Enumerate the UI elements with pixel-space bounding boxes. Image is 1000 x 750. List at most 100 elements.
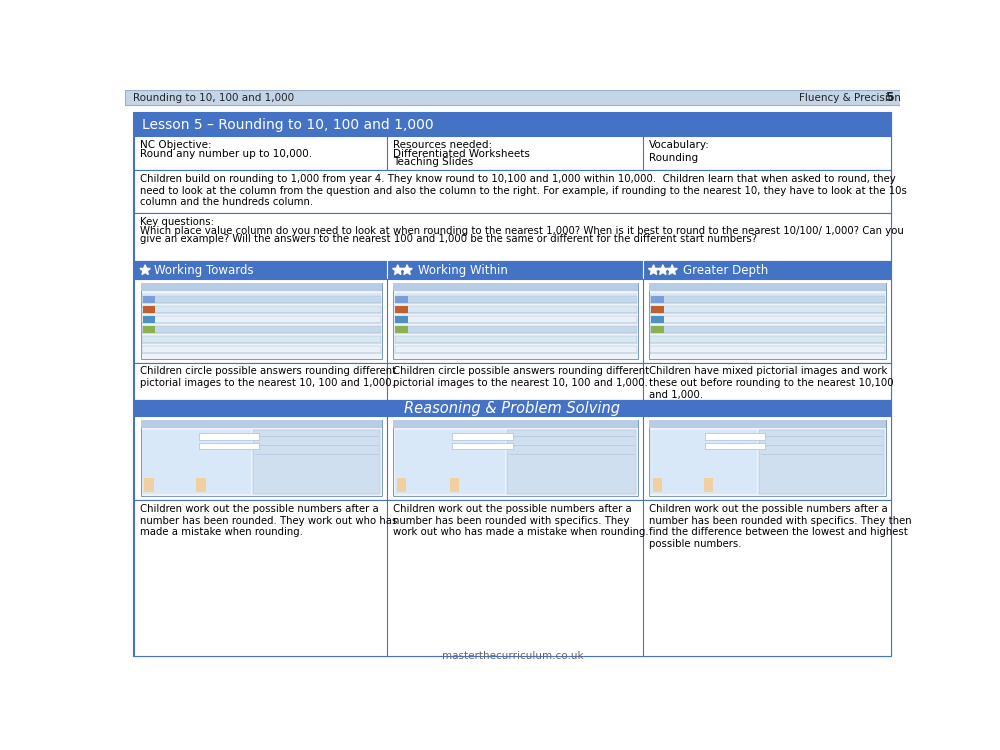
Text: Working Within: Working Within xyxy=(418,264,508,277)
Bar xyxy=(395,292,637,297)
Text: Round any number up to 10,000.: Round any number up to 10,000. xyxy=(140,148,313,158)
Bar xyxy=(142,326,381,333)
Text: Working Towards: Working Towards xyxy=(154,264,254,277)
Bar xyxy=(450,478,459,492)
Bar xyxy=(253,430,380,494)
Text: Vocabulary:: Vocabulary: xyxy=(649,140,710,150)
Bar xyxy=(142,430,251,494)
Text: Teaching Slides: Teaching Slides xyxy=(393,157,473,167)
Bar xyxy=(650,336,885,344)
Text: Which place value column do you need to look at when rounding to the nearest 1,0: Which place value column do you need to … xyxy=(140,226,904,236)
Text: Reasoning & Problem Solving: Reasoning & Problem Solving xyxy=(404,400,620,416)
Bar xyxy=(196,478,206,492)
Bar xyxy=(649,420,886,428)
Text: Greater Depth: Greater Depth xyxy=(683,264,768,277)
Bar xyxy=(395,306,408,313)
Bar xyxy=(142,305,381,314)
Bar xyxy=(142,296,381,303)
Bar xyxy=(650,326,885,333)
Bar xyxy=(507,430,636,494)
Text: Key questions:: Key questions: xyxy=(140,217,214,227)
Bar xyxy=(142,292,381,297)
Polygon shape xyxy=(658,265,668,274)
Polygon shape xyxy=(648,265,659,274)
Bar xyxy=(704,478,713,492)
Bar xyxy=(650,305,885,314)
Bar xyxy=(395,305,637,314)
Bar xyxy=(395,316,408,322)
Text: Children work out the possible numbers after a
number has been rounded with spec: Children work out the possible numbers a… xyxy=(393,504,649,538)
Bar xyxy=(134,170,891,213)
Bar xyxy=(649,420,886,496)
Bar xyxy=(395,326,408,332)
Bar xyxy=(395,326,637,333)
Bar xyxy=(651,306,664,313)
Bar xyxy=(144,478,154,492)
Text: Children work out the possible numbers after a
number has been rounded with spec: Children work out the possible numbers a… xyxy=(649,504,912,549)
Text: Rounding to 10, 100 and 1,000: Rounding to 10, 100 and 1,000 xyxy=(133,93,294,103)
Bar xyxy=(395,296,637,303)
Bar xyxy=(393,420,638,496)
Bar xyxy=(134,362,891,400)
Text: NC Objective:: NC Objective: xyxy=(140,140,212,150)
Bar xyxy=(134,261,891,280)
Polygon shape xyxy=(140,265,150,274)
Bar xyxy=(651,326,664,332)
Bar xyxy=(650,346,885,353)
Bar xyxy=(143,306,155,313)
Text: Rounding: Rounding xyxy=(649,153,698,164)
Bar xyxy=(134,280,891,362)
Bar xyxy=(134,416,891,500)
Text: Children circle possible answers rounding different
pictorial images to the near: Children circle possible answers roundin… xyxy=(393,367,649,388)
Text: masterthecurriculum.co.uk: masterthecurriculum.co.uk xyxy=(442,651,583,662)
Text: Children have mixed pictorial images and work
these out before rounding to the n: Children have mixed pictorial images and… xyxy=(649,367,894,400)
Bar xyxy=(140,284,382,358)
Bar xyxy=(650,292,885,297)
Bar xyxy=(395,296,408,302)
Bar xyxy=(650,296,885,303)
Bar xyxy=(140,420,382,496)
Bar xyxy=(705,442,765,448)
Bar xyxy=(143,326,155,332)
Bar xyxy=(395,336,637,344)
Bar xyxy=(199,442,259,448)
Bar xyxy=(651,316,664,322)
Bar xyxy=(452,442,513,448)
Bar xyxy=(199,433,259,439)
Polygon shape xyxy=(402,265,412,274)
Bar xyxy=(142,346,381,353)
Text: Children work out the possible numbers after a
number has been rounded. They wor: Children work out the possible numbers a… xyxy=(140,504,398,538)
Bar xyxy=(134,113,891,136)
Bar xyxy=(393,284,638,291)
Bar xyxy=(705,433,765,439)
Text: give an example? Will the answers to the nearest 100 and 1,000 be the same or di: give an example? Will the answers to the… xyxy=(140,234,758,244)
Bar xyxy=(395,430,505,494)
Bar xyxy=(142,316,381,323)
Bar xyxy=(649,284,886,291)
Bar xyxy=(650,430,757,494)
Bar xyxy=(140,420,382,428)
Bar xyxy=(134,213,891,261)
Polygon shape xyxy=(667,265,677,274)
Text: Fluency & Precision: Fluency & Precision xyxy=(799,93,901,103)
Bar xyxy=(393,284,638,358)
Polygon shape xyxy=(393,265,403,274)
Bar xyxy=(143,296,155,302)
Bar xyxy=(142,336,381,344)
Text: 5: 5 xyxy=(886,92,894,104)
Bar xyxy=(134,400,891,416)
Text: Children build on rounding to 1,000 from year 4. They know round to 10,100 and 1: Children build on rounding to 1,000 from… xyxy=(140,174,907,207)
Bar xyxy=(759,430,884,494)
Bar xyxy=(452,433,513,439)
Bar xyxy=(650,316,885,323)
Text: Resources needed:: Resources needed: xyxy=(393,140,492,150)
Bar xyxy=(393,420,638,428)
Bar xyxy=(143,316,155,322)
Bar xyxy=(134,500,891,656)
Bar xyxy=(140,284,382,291)
Bar xyxy=(134,136,891,170)
Bar xyxy=(649,284,886,358)
Bar xyxy=(653,478,662,492)
Text: Differentiated Worksheets: Differentiated Worksheets xyxy=(393,148,530,158)
Bar xyxy=(397,478,406,492)
